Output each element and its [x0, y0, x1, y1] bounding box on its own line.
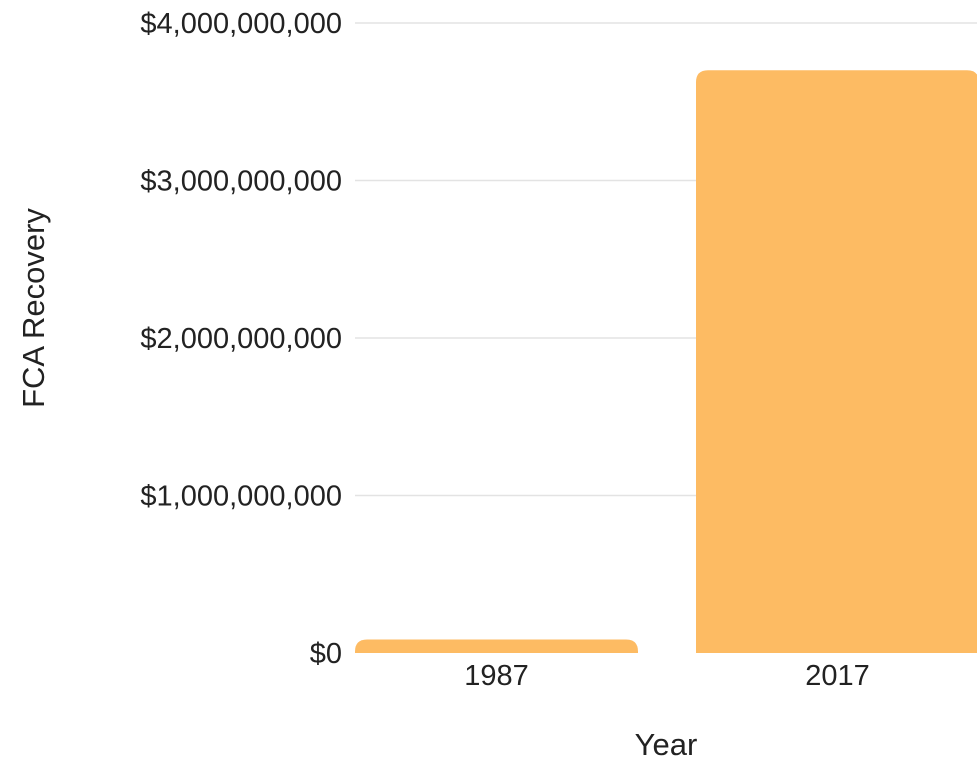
- bar-1987: [355, 639, 638, 653]
- y-tick-label: $1,000,000,000: [140, 481, 342, 513]
- x-axis-title: Year: [635, 727, 698, 759]
- y-tick-label: $2,000,000,000: [140, 323, 342, 355]
- y-axis-title: FCA Recovery: [16, 208, 51, 408]
- x-tick-label: 2017: [805, 660, 870, 692]
- y-axis-tick-labels: $0 $1,000,000,000 $2,000,000,000 $3,000,000…: [140, 8, 342, 670]
- y-tick-label: $0: [310, 638, 342, 670]
- x-tick-label: 1987: [464, 660, 529, 692]
- x-axis-tick-labels: 1987 2017: [464, 660, 870, 692]
- y-tick-label: $3,000,000,000: [140, 166, 342, 198]
- bars: [355, 70, 977, 653]
- bar-2017: [696, 70, 977, 653]
- y-tick-label: $4,000,000,000: [140, 8, 342, 40]
